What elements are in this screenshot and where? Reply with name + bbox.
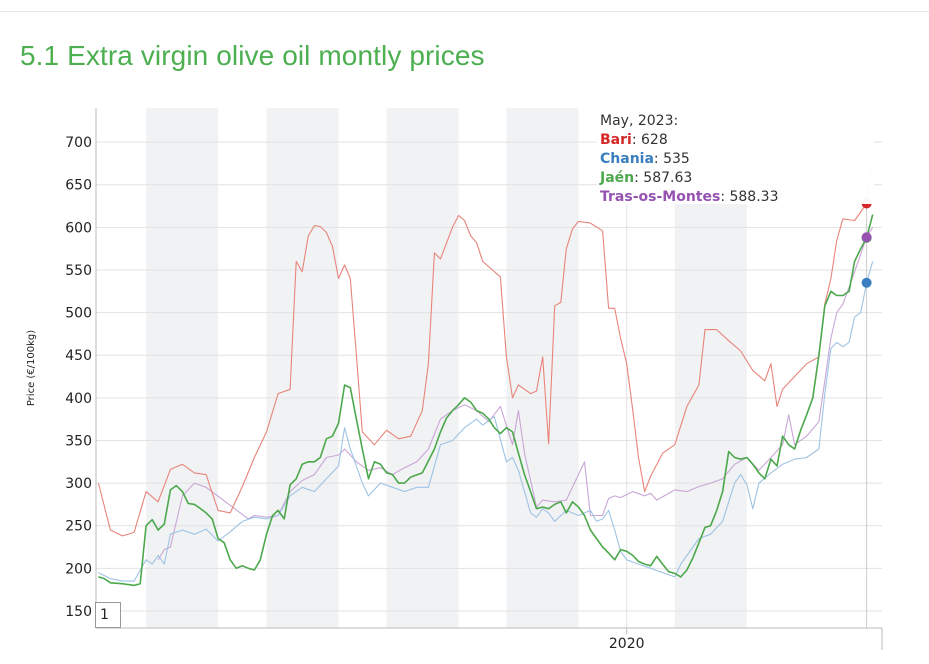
shaded-band <box>146 108 219 628</box>
hover-marker-chania <box>861 277 872 288</box>
y-tick-label: 650 <box>65 178 92 194</box>
y-tick-label: 700 <box>65 135 92 151</box>
y-tick-label: 250 <box>65 519 92 535</box>
shaded-band <box>266 108 339 628</box>
tooltip-row: Tras-os-Montes: 588.33 <box>600 189 778 205</box>
tooltip-series-name: Chania <box>600 151 654 167</box>
y-tick-label: 500 <box>65 306 92 322</box>
y-tick-label: 550 <box>65 263 92 279</box>
tooltip-date: May, 2023: <box>600 113 678 129</box>
tooltip-series-value: 628 <box>641 132 668 148</box>
y-tick-label: 600 <box>65 220 92 236</box>
tooltip-series-value: 588.33 <box>729 189 778 205</box>
tooltip-box <box>597 108 874 204</box>
y-tick-label: 350 <box>65 433 92 449</box>
y-tick-label: 400 <box>65 391 92 407</box>
pager-input[interactable]: 1 <box>95 602 121 628</box>
y-tick-label: 150 <box>65 604 92 620</box>
axes: 150 200 250 300 350 400 450 500 550 600 650 700 2020… <box>26 108 883 652</box>
tooltip-series-value: 535 <box>663 151 690 167</box>
tooltip-series-value: 587.63 <box>643 170 692 186</box>
series-lines <box>97 159 874 587</box>
x-tick-label: 2020 <box>609 636 645 652</box>
shaded-band <box>506 108 579 628</box>
y-tick-label: 200 <box>65 561 92 577</box>
series-line-chania <box>98 261 874 582</box>
tooltip-series-name: Bari <box>600 132 632 148</box>
tooltip-series-name: Tras-os-Montes <box>600 189 720 205</box>
page-title: 5.1 Extra virgin olive oil montly prices <box>20 40 485 71</box>
series-line-jaén <box>98 214 874 587</box>
tooltip: May, 2023: Bari: 628 Chania: 535 Jaén: 587.… <box>597 108 874 205</box>
series-line-bari <box>97 159 874 537</box>
tooltip-separator: : <box>654 151 663 167</box>
tooltip-series-name: Jaén <box>599 170 634 186</box>
y-axis-title: Price (€/100kg) <box>26 330 37 406</box>
tooltip-row: Bari: 628 <box>600 132 668 148</box>
tooltip-separator: : <box>720 189 729 205</box>
tooltip-separator: : <box>634 170 643 186</box>
tooltip-row: Jaén: 587.63 <box>599 170 692 186</box>
hover-marker-tras-os-montes <box>861 232 872 243</box>
series-line-tras-os-montes <box>157 227 874 561</box>
shaded-band <box>386 108 459 628</box>
top-divider <box>0 11 929 12</box>
tooltip-separator: : <box>632 132 641 148</box>
y-tick-label: 450 <box>65 348 92 364</box>
tooltip-row: Chania: 535 <box>600 151 690 167</box>
y-tick-label: 300 <box>65 476 92 492</box>
